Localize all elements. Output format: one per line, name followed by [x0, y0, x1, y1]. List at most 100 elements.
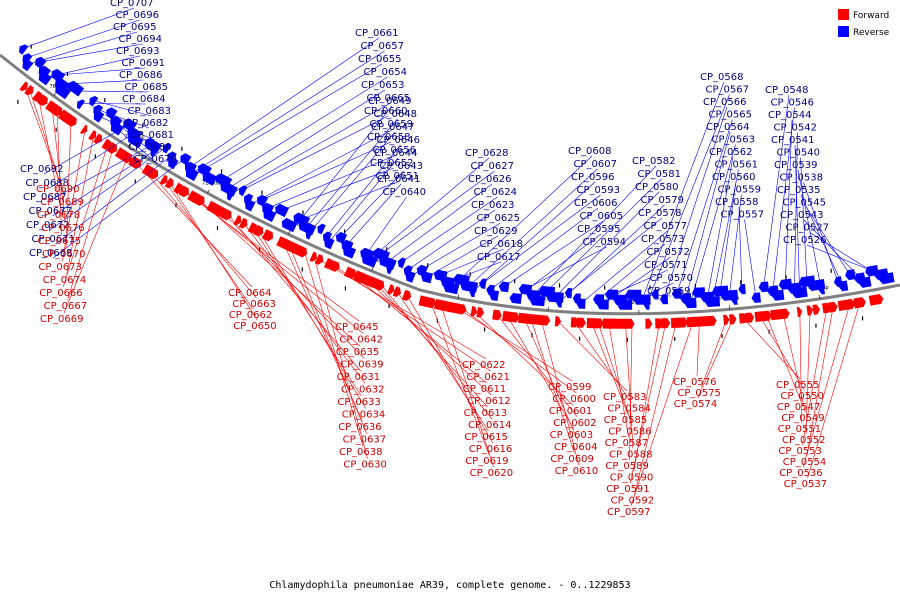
reverse-leader-line — [227, 89, 386, 189]
forward-gene — [760, 310, 772, 322]
reverse-gene — [67, 80, 85, 97]
forward-gene — [309, 251, 317, 262]
reverse-gene-label: CP_0649 — [368, 96, 411, 107]
reverse-gene-label: CP_0596 — [571, 172, 614, 183]
reverse-gene-label: CP_0624 — [474, 187, 517, 198]
forward-gene-label: CP_0574 — [674, 399, 717, 410]
forward-gene — [424, 296, 437, 309]
forward-gene — [508, 311, 520, 323]
forward-gene-label: CP_0642 — [339, 335, 382, 346]
forward-leader-line — [164, 180, 254, 310]
pseudo-feature — [55, 127, 57, 132]
reverse-gene-label: CP_0527 — [786, 223, 829, 234]
forward-gene — [377, 280, 385, 291]
forward-gene — [608, 318, 622, 329]
pseudo-feature — [181, 146, 183, 151]
forward-gene — [281, 238, 296, 252]
forward-leader-line — [440, 305, 494, 468]
forward-gene-label: CP_0600 — [552, 394, 595, 405]
forward-leader-line — [530, 319, 575, 454]
reverse-leader-line — [407, 209, 496, 271]
reverse-leader-line — [400, 196, 498, 263]
forward-gene-label: CP_0553 — [778, 446, 821, 457]
reverse-gene — [479, 278, 487, 289]
reverse-gene — [93, 111, 105, 123]
reverse-leader-line — [241, 115, 389, 191]
forward-gene-label: CP_0599 — [548, 382, 591, 393]
forward-gene-label: CP_0669 — [40, 314, 83, 325]
forward-gene-label: CP_0619 — [465, 456, 508, 467]
pseudo-feature — [216, 226, 219, 231]
reverse-leader-line — [426, 235, 499, 278]
forward-gene-label: CP_0631 — [337, 372, 380, 383]
forward-gene-label: CP_0666 — [39, 288, 82, 299]
legend-label-reverse: Reverse — [853, 28, 890, 38]
reverse-leader-line — [685, 131, 731, 299]
reverse-leader-line — [368, 157, 490, 261]
reverse-gene-label: CP_0661 — [355, 28, 398, 39]
forward-gene-label: CP_0604 — [554, 442, 597, 453]
reverse-leader-line — [598, 243, 666, 300]
forward-gene — [827, 301, 838, 313]
reverse-gene-label: CP_0677 — [29, 206, 72, 217]
forward-gene — [470, 306, 478, 317]
reverse-leader-line — [248, 128, 394, 206]
forward-gene-label: CP_0583 — [603, 392, 646, 403]
forward-gene — [776, 308, 790, 320]
forward-leader-line — [598, 323, 633, 426]
forward-gene — [290, 242, 306, 257]
forward-gene — [329, 260, 340, 272]
pseudo-feature — [815, 323, 817, 328]
forward-gene — [159, 174, 168, 185]
forward-gene-label: CP_0603 — [550, 430, 593, 441]
forward-gene — [151, 169, 158, 180]
forward-gene — [629, 318, 635, 329]
reverse-gene-label: CP_0617 — [477, 252, 520, 263]
reverse-leader-line — [308, 131, 396, 234]
forward-gene — [853, 297, 866, 309]
forward-gene-label: CP_0637 — [343, 435, 386, 446]
reverse-gene-label: CP_0577 — [644, 221, 687, 232]
reverse-gene-label: CP_0605 — [580, 211, 623, 222]
reverse-gene-label: CP_0566 — [703, 97, 746, 108]
reverse-gene-label: CP_0687 — [23, 192, 66, 203]
forward-gene-label: CP_0584 — [607, 404, 650, 415]
reverse-gene — [76, 99, 85, 110]
reverse-gene — [617, 299, 633, 310]
forward-gene-label: CP_0662 — [229, 310, 272, 321]
reverse-gene — [397, 257, 407, 269]
reverse-leader-line — [386, 183, 493, 263]
reverse-gene — [818, 284, 825, 295]
forward-leader-line — [524, 318, 579, 442]
reverse-gene-label: CP_0651 — [376, 171, 419, 182]
tick-label: 660 kbp — [450, 285, 470, 291]
forward-leader-line — [397, 292, 489, 432]
figure-caption: Chlamydophila pneumoniae AR39, complete … — [269, 580, 630, 591]
reverse-gene-label: CP_0535 — [777, 185, 820, 196]
forward-leader-line — [407, 295, 494, 444]
forward-gene-label: CP_0621 — [466, 372, 509, 383]
forward-leader-line — [608, 323, 629, 438]
forward-gene — [119, 150, 132, 164]
reverse-leader-line — [568, 217, 663, 294]
forward-gene-label: CP_0609 — [550, 454, 593, 465]
forward-gene — [178, 185, 189, 198]
reverse-leader-line — [57, 67, 146, 76]
reverse-leader-line — [366, 196, 407, 255]
forward-gene-label: CP_0663 — [232, 299, 275, 310]
forward-gene — [440, 300, 454, 313]
forward-gene-label: CP_0589 — [605, 461, 648, 472]
reverse-leader-line — [711, 169, 739, 302]
forward-gene — [233, 215, 242, 226]
reverse-gene — [421, 271, 433, 284]
forward-gene-label: CP_0612 — [467, 396, 510, 407]
tick-mark — [128, 143, 132, 148]
reverse-gene-label: CP_0682 — [125, 118, 168, 129]
forward-gene-label: CP_0551 — [778, 424, 821, 435]
reverse-gene — [106, 107, 118, 120]
forward-gene-label: CP_0670 — [42, 249, 85, 260]
forward-gene — [645, 318, 653, 329]
forward-leader-line — [63, 157, 128, 314]
reverse-leader-line — [328, 157, 399, 244]
